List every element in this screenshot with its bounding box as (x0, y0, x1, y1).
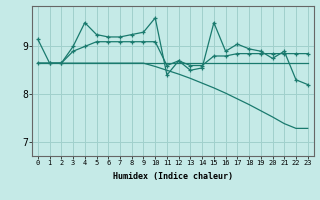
X-axis label: Humidex (Indice chaleur): Humidex (Indice chaleur) (113, 172, 233, 181)
